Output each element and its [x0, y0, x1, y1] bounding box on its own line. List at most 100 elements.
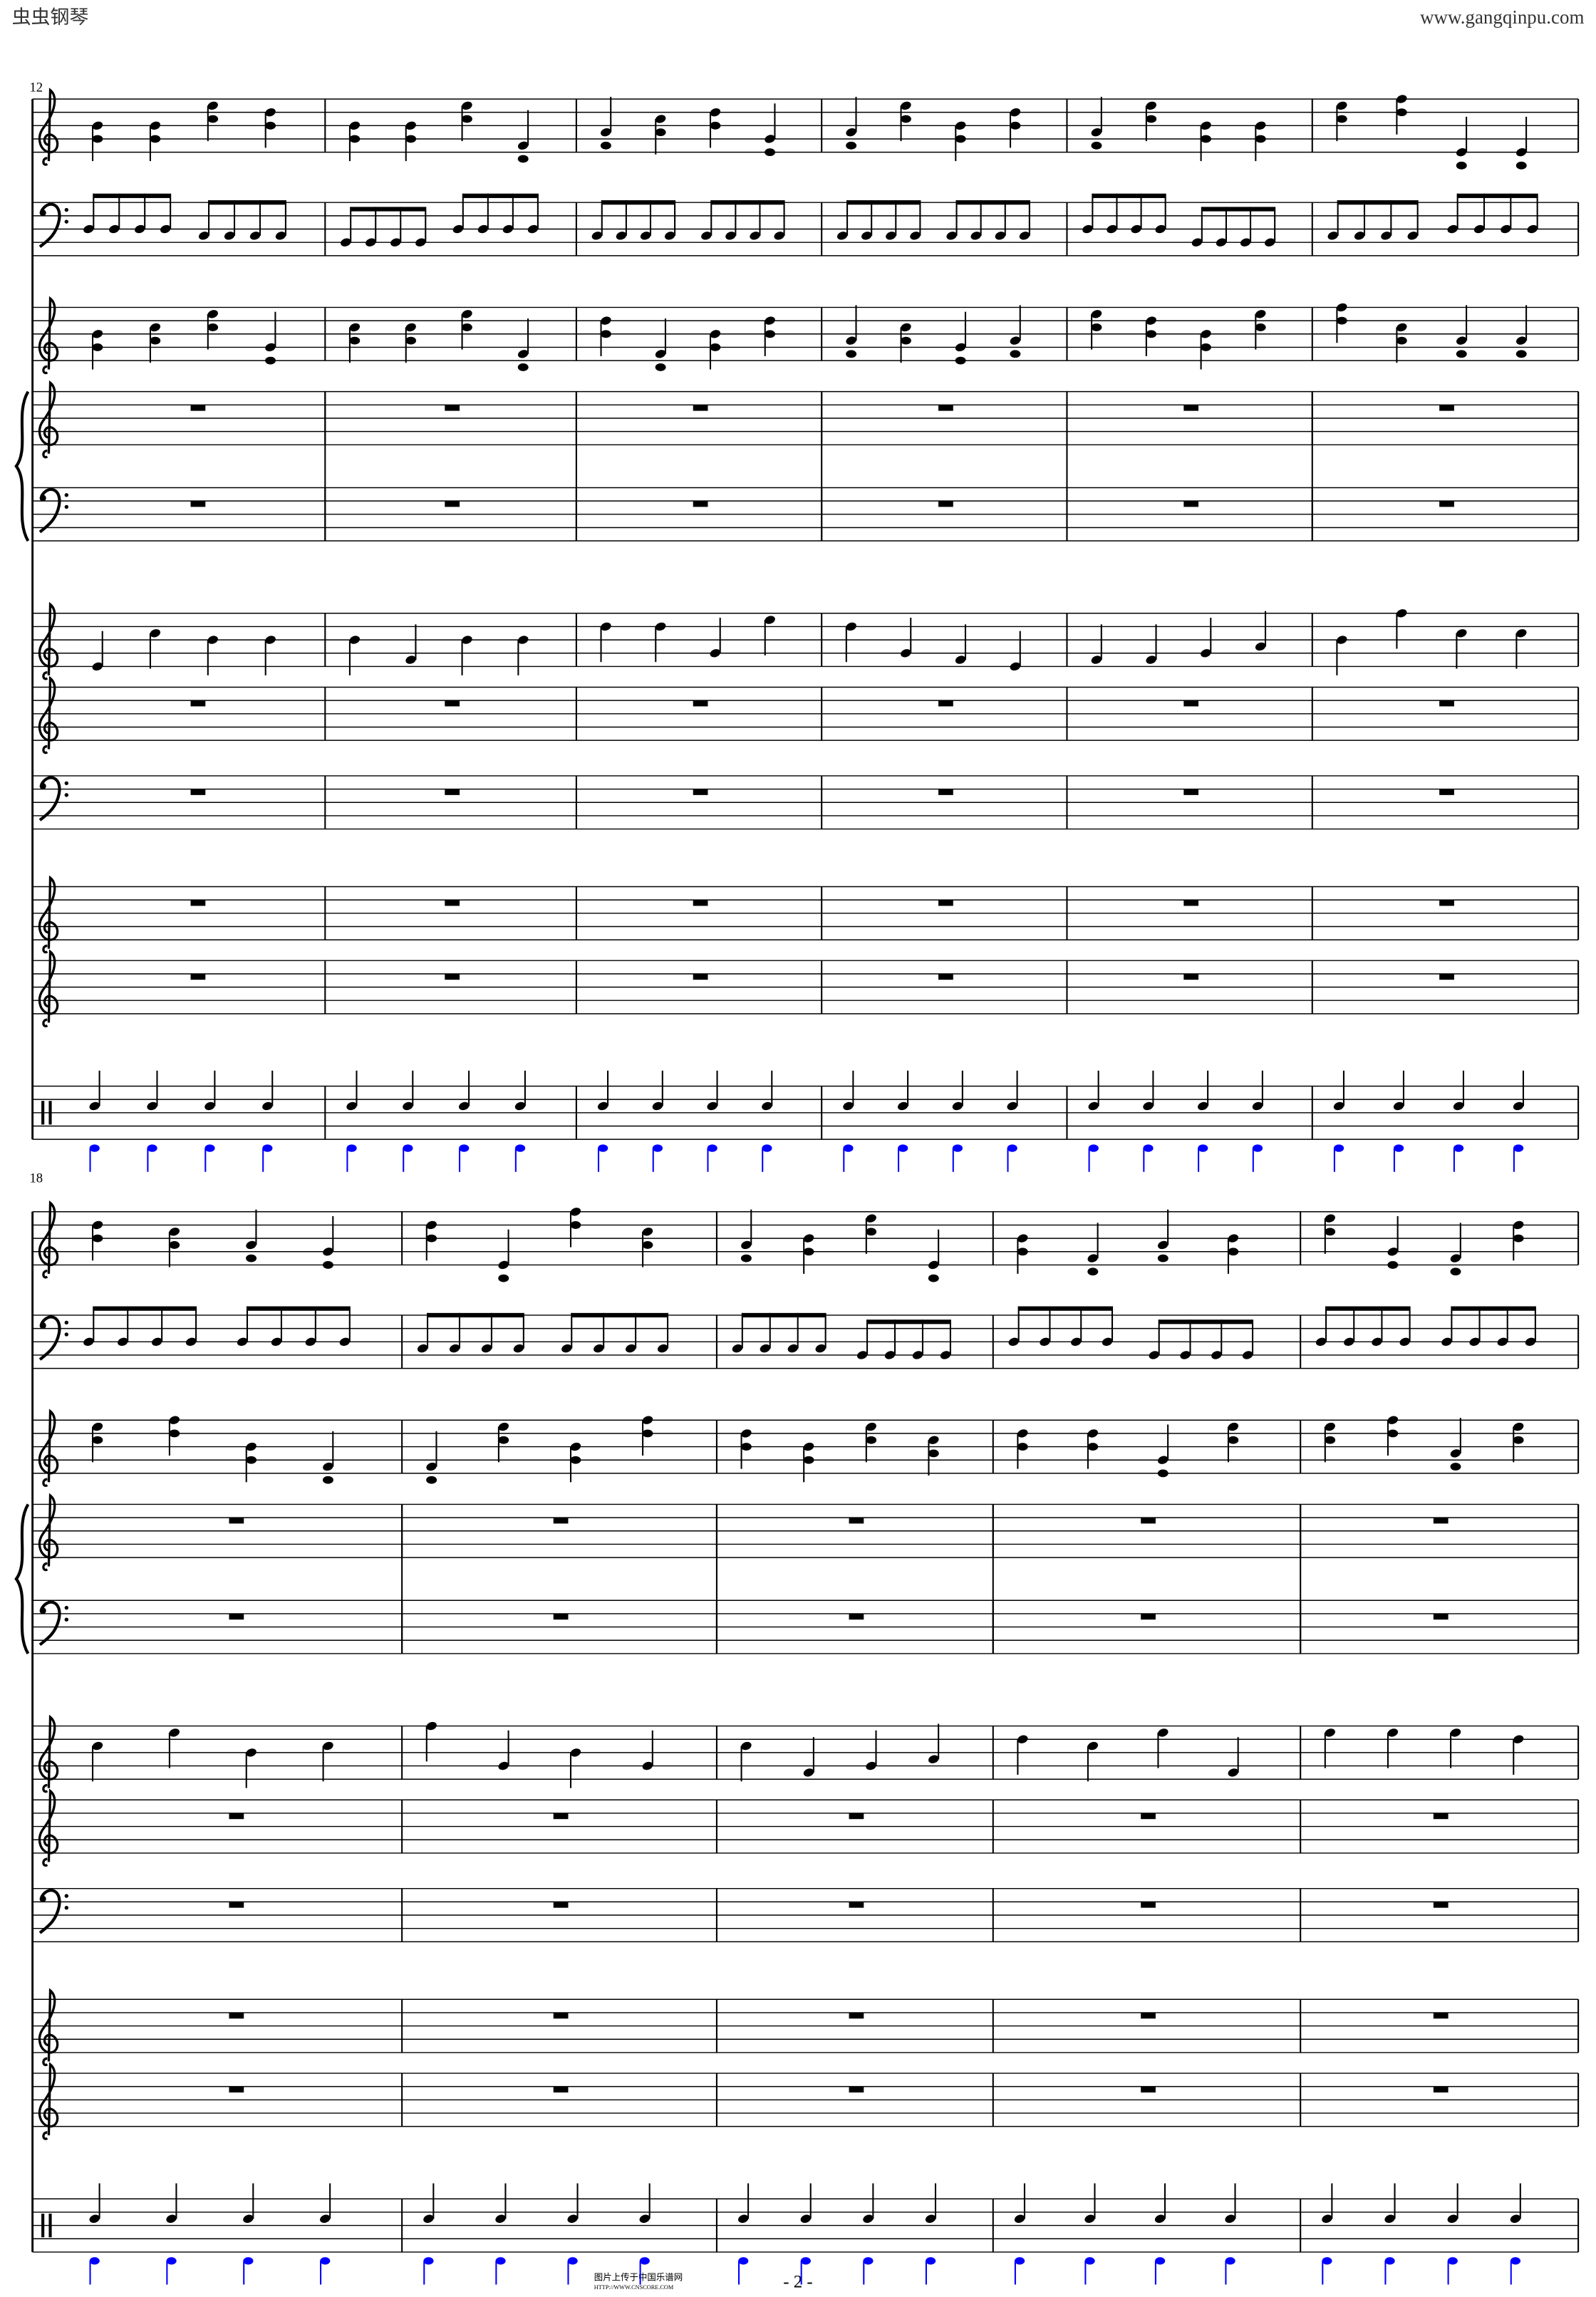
note-head: [118, 1337, 128, 1346]
note-head: [1407, 232, 1419, 240]
note-head: [1469, 1337, 1480, 1346]
whole-rest: [693, 501, 708, 507]
note-head: [515, 1144, 526, 1152]
note-head: [1325, 1214, 1335, 1223]
note-head: [243, 2214, 254, 2223]
note-head: [900, 336, 911, 345]
whole-rest: [229, 2086, 244, 2093]
note-head: [762, 1144, 772, 1152]
whole-rest: [1141, 2086, 1156, 2093]
note-head: [1211, 1351, 1222, 1359]
note-head: [1447, 2257, 1458, 2265]
note-head: [403, 1144, 413, 1152]
note-head: [1010, 350, 1021, 358]
note-head: [1387, 1728, 1399, 1737]
note-head: [462, 310, 472, 318]
note-head: [1510, 2257, 1521, 2265]
note-head: [803, 1768, 814, 1777]
note-head: [815, 1344, 826, 1353]
beam: [846, 200, 920, 205]
note-head: [322, 1476, 333, 1484]
note-head: [323, 1741, 333, 1751]
note-head: [740, 1443, 752, 1451]
beam: [462, 193, 538, 198]
note-head: [346, 1101, 357, 1111]
treble-clef: [38, 949, 59, 1027]
note-head: [405, 135, 417, 143]
beam: [1018, 1306, 1112, 1311]
perc-clef: [41, 1101, 45, 1125]
clef-dot: [39, 209, 46, 217]
note-head: [1255, 323, 1266, 331]
clef-dot: [64, 793, 69, 797]
note-head: [207, 101, 218, 110]
note-head: [150, 121, 161, 130]
note-head: [207, 115, 219, 123]
note-head: [1143, 1144, 1154, 1152]
note-head: [655, 350, 666, 358]
note-head: [846, 128, 856, 137]
note-head: [1087, 1443, 1099, 1451]
note-head: [415, 238, 426, 247]
note-head: [246, 1748, 256, 1757]
note-head: [83, 224, 94, 234]
whole-rest: [553, 1813, 569, 1820]
note-head: [1396, 95, 1407, 103]
beam: [1451, 1306, 1535, 1311]
whole-rest: [1433, 1613, 1449, 1620]
note-head: [477, 224, 489, 234]
note-head: [1255, 310, 1266, 318]
bass-clef: [38, 1600, 61, 1647]
note-head: [322, 1261, 333, 1269]
note-head: [846, 336, 856, 345]
note-head: [710, 108, 721, 117]
note-head: [1010, 662, 1021, 671]
note-head: [150, 336, 161, 345]
whole-rest: [849, 2012, 864, 2019]
note-head: [710, 343, 721, 351]
note-head: [898, 1144, 908, 1152]
note-head: [1007, 1144, 1017, 1152]
clef-dot: [64, 781, 69, 785]
note-head: [955, 356, 966, 365]
whole-rest: [1141, 1813, 1156, 1820]
note-head: [1225, 2214, 1235, 2223]
clef-dot: [39, 782, 46, 789]
note-head: [513, 1344, 524, 1353]
note-head: [1015, 2257, 1025, 2265]
note-head: [570, 1442, 581, 1451]
note-head: [495, 2214, 506, 2223]
note-head: [423, 2257, 434, 2265]
whole-rest: [1439, 700, 1454, 707]
note-head: [1337, 636, 1347, 644]
beam: [427, 1312, 524, 1318]
whole-rest: [445, 700, 460, 707]
note-head: [760, 1344, 771, 1353]
note-head: [265, 356, 276, 365]
note-head: [1071, 1337, 1082, 1346]
note-head: [570, 1456, 581, 1464]
note-head: [405, 336, 417, 345]
note-head: [89, 1144, 100, 1152]
note-head: [1255, 121, 1266, 130]
whole-rest: [190, 700, 206, 707]
note-head: [1510, 2214, 1521, 2223]
note-head: [1228, 1768, 1239, 1777]
note-head: [349, 121, 361, 130]
note-head: [366, 238, 376, 247]
whole-rest: [693, 700, 708, 707]
note-head: [803, 1234, 814, 1243]
whole-rest: [693, 405, 708, 411]
note-head: [626, 1344, 636, 1353]
note-head: [1325, 1436, 1336, 1444]
note-head: [1131, 224, 1141, 234]
note-head: [1387, 1429, 1399, 1438]
whole-rest: [1141, 2012, 1156, 2019]
note-head: [517, 141, 529, 150]
note-head: [570, 1221, 581, 1229]
note-head: [955, 655, 966, 664]
note-head: [567, 2257, 578, 2265]
whole-rest: [938, 789, 953, 795]
note-head: [710, 649, 721, 658]
note-head: [147, 1144, 157, 1152]
